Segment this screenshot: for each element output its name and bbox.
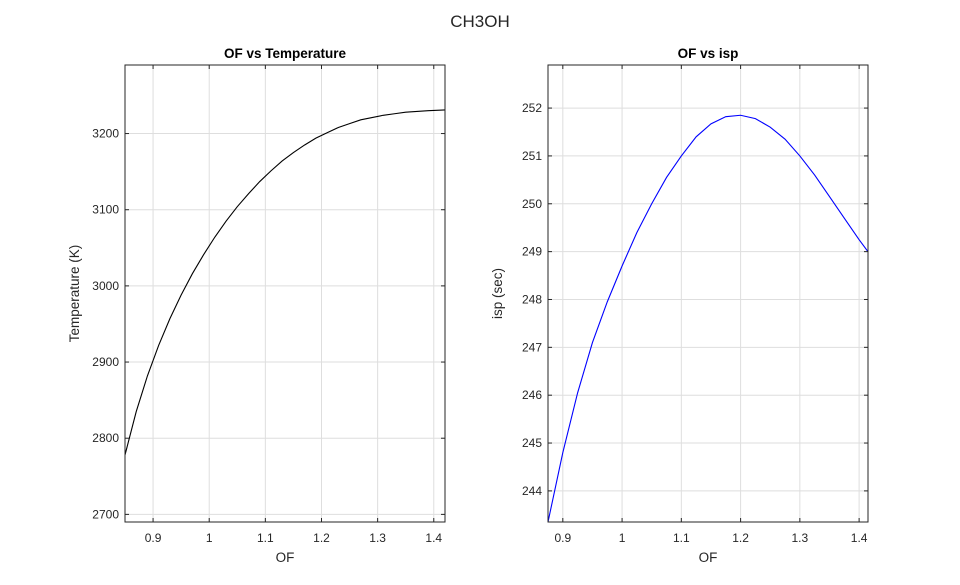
isp-plot-title: OF vs isp xyxy=(678,46,739,61)
temperature-plot-title: OF vs Temperature xyxy=(224,46,347,61)
isp-y-tick-label: 246 xyxy=(522,388,542,402)
isp-y-tick-label: 247 xyxy=(522,340,542,354)
temperature-y-tick-label: 3100 xyxy=(92,203,119,217)
figure-title: CH3OH xyxy=(450,12,510,31)
isp-y-tick-label: 245 xyxy=(522,436,542,450)
isp-y-tick-label: 248 xyxy=(522,292,542,306)
temperature-y-tick-label: 3200 xyxy=(92,127,119,141)
isp-y-tick-label: 244 xyxy=(522,484,542,498)
isp-y-axis-label: isp (sec) xyxy=(490,268,505,319)
temperature-x-tick-label: 1.4 xyxy=(425,531,442,545)
isp-y-tick-label: 251 xyxy=(522,149,542,163)
isp-x-tick-label: 1.4 xyxy=(851,531,868,545)
temperature-x-tick-label: 1.2 xyxy=(313,531,330,545)
temperature-axes-background xyxy=(125,65,445,522)
isp-x-tick-label: 1.2 xyxy=(732,531,749,545)
isp-x-tick-label: 1.3 xyxy=(792,531,809,545)
temperature-y-axis-label: Temperature (K) xyxy=(67,245,82,343)
isp-y-tick-label: 250 xyxy=(522,197,542,211)
isp-axes-box xyxy=(547,64,869,523)
temperature-x-tick-label: 1 xyxy=(206,531,213,545)
isp-x-tick-label: 1.1 xyxy=(673,531,690,545)
isp-series-line xyxy=(548,114,868,522)
temperature-x-tick-label: 1.3 xyxy=(369,531,386,545)
temperature-y-tick-label: 2700 xyxy=(92,507,119,521)
temperature-x-axis-label: OF xyxy=(276,550,295,565)
temperature-x-tick-label: 1.1 xyxy=(257,531,274,545)
isp-plot: 0.9 1 1.1 1.2 1.3 1.4 244 245 246 247 248 249 250 251… xyxy=(490,46,869,565)
temperature-x-tick-label: 0.9 xyxy=(145,531,162,545)
isp-axes-background xyxy=(548,65,868,522)
isp-y-tick-label: 252 xyxy=(522,101,542,115)
temperature-y-tick-label: 3000 xyxy=(92,279,119,293)
isp-x-tick-label: 1 xyxy=(619,531,626,545)
temperature-plot: 0.9 1 1.1 1.2 1.3 1.4 2700 2800 2900 3000 3100 3200… xyxy=(67,46,446,565)
temperature-axes-box xyxy=(124,64,446,523)
isp-x-tick-label: 0.9 xyxy=(554,531,571,545)
temperature-series-line xyxy=(125,109,445,456)
isp-x-axis-label: OF xyxy=(699,550,718,565)
temperature-y-tick-label: 2800 xyxy=(92,431,119,445)
isp-y-tick-label: 249 xyxy=(522,245,542,259)
temperature-y-tick-label: 2900 xyxy=(92,355,119,369)
